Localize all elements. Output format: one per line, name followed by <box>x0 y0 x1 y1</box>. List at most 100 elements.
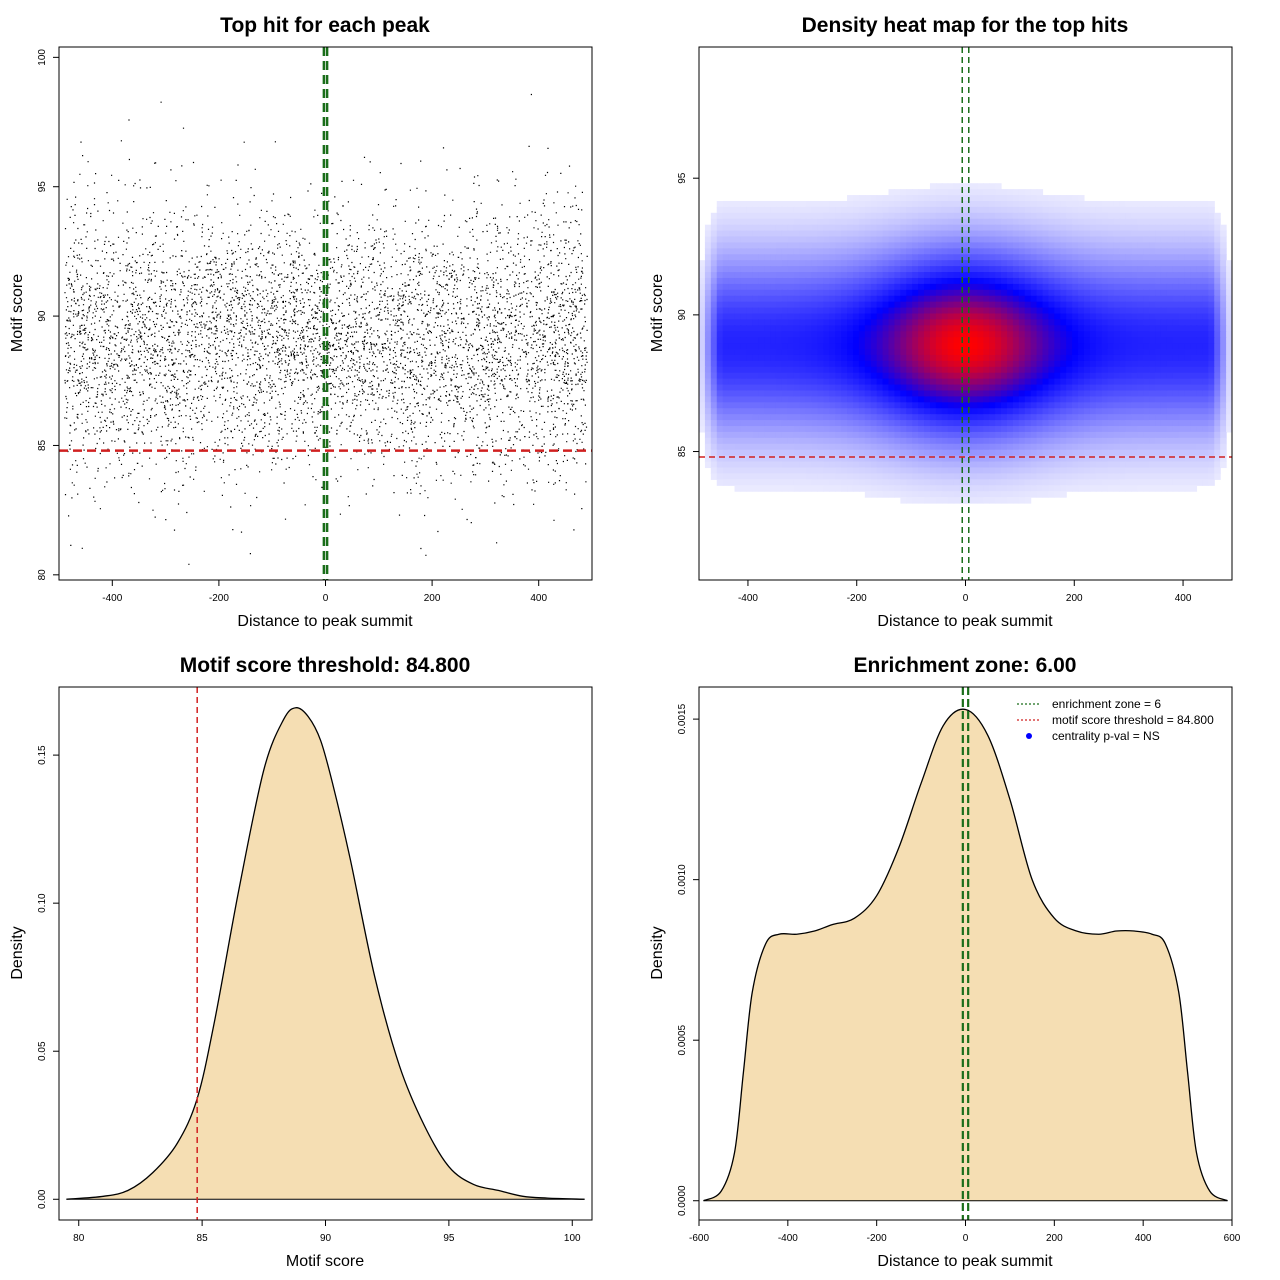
heatmap-cell <box>764 437 771 445</box>
heatmap-cell <box>1024 473 1032 480</box>
heatmap-cell <box>728 200 736 208</box>
heatmap-cell <box>811 479 819 486</box>
heatmap-cell <box>758 396 765 403</box>
heatmap-cell <box>1214 242 1221 249</box>
heatmap-cell <box>1155 206 1162 214</box>
heatmap-cell <box>906 337 913 344</box>
heatmap-cell <box>787 325 795 332</box>
heatmap-cell <box>894 189 901 196</box>
heatmap-cell <box>758 402 765 409</box>
heatmap-cell <box>924 230 931 238</box>
heatmap-cell <box>1107 461 1115 469</box>
heatmap-cell <box>1024 461 1032 469</box>
heatmap-cell <box>1196 366 1203 374</box>
heatmap-cell <box>1072 366 1079 374</box>
heatmap-cell <box>1208 360 1215 368</box>
heatmap-cell <box>971 206 978 214</box>
heatmap-cell <box>829 230 836 238</box>
heatmap-cell <box>1018 242 1026 249</box>
heatmap-cell <box>740 260 747 267</box>
heatmap-cell <box>1083 277 1091 285</box>
heatmap-cell <box>989 461 996 469</box>
heatmap-cell <box>829 266 836 273</box>
heatmap-cell <box>971 449 978 457</box>
heatmap-cell <box>710 366 718 374</box>
heatmap-cell <box>995 212 1002 220</box>
heatmap-cell <box>906 461 913 469</box>
heatmap-cell <box>764 319 771 326</box>
heatmap-cell <box>1018 307 1026 315</box>
heatmap-cell <box>924 325 931 332</box>
heatmap-cell <box>734 206 742 214</box>
heatmap-cell <box>1030 467 1038 474</box>
heatmap-cell <box>894 307 901 315</box>
heatmap-cell <box>1125 277 1132 285</box>
heatmap-cell <box>1036 408 1044 415</box>
heatmap-cell <box>1178 248 1186 255</box>
heatmap-cell <box>1095 479 1103 486</box>
heatmap-cell <box>746 384 753 392</box>
heatmap-cell <box>1208 426 1215 433</box>
heatmap-cell <box>1190 431 1198 439</box>
heatmap-cell <box>1214 384 1221 392</box>
heatmap-cell <box>764 461 771 469</box>
heatmap-cell <box>1137 218 1144 226</box>
heatmap-cell <box>947 331 955 338</box>
heatmap-cell <box>935 408 943 415</box>
heatmap-cell <box>835 449 842 457</box>
heatmap-cell <box>817 420 824 427</box>
heatmap-cell <box>882 319 890 326</box>
heatmap-cell <box>770 283 777 291</box>
heatmap-cell <box>1048 414 1055 421</box>
heatmap-cell <box>971 426 978 433</box>
heatmap-cell <box>710 212 718 220</box>
heatmap-cell <box>1172 295 1180 303</box>
heatmap-cell <box>864 354 872 362</box>
heatmap-cell <box>1030 443 1038 451</box>
heatmap-cell <box>1196 224 1203 232</box>
heatmap-cell <box>823 449 830 457</box>
heatmap-cell <box>912 455 919 463</box>
heatmap-cell <box>870 289 878 297</box>
heatmap-cell <box>870 354 878 362</box>
heatmap-cell <box>1196 455 1203 463</box>
heatmap-cell <box>858 455 866 463</box>
heatmap-cell <box>764 283 771 291</box>
heatmap-cell <box>1131 455 1138 463</box>
heatmap-cell <box>1012 378 1020 386</box>
heatmap-cell <box>941 390 949 398</box>
heatmap-cell <box>817 479 824 486</box>
heatmap-cell <box>1226 384 1232 392</box>
heatmap-cell <box>989 455 996 463</box>
heatmap-cell <box>882 455 890 463</box>
heatmap-cell <box>1137 248 1144 255</box>
heatmap-cell <box>1089 431 1097 439</box>
heatmap-cell <box>728 272 736 279</box>
heatmap-cell <box>900 266 907 273</box>
heatmap-cell <box>918 289 925 297</box>
heatmap-cell <box>1160 402 1168 409</box>
heatmap-cell <box>912 206 919 214</box>
heatmap-cell <box>1184 236 1192 244</box>
heatmap-cell <box>1119 254 1126 261</box>
heatmap-cell <box>906 331 913 338</box>
heatmap-cell <box>1018 384 1026 392</box>
heatmap-cell <box>1095 378 1103 386</box>
heatmap-cell <box>864 390 872 398</box>
heatmap-cell <box>799 260 807 267</box>
heatmap-cell <box>888 402 896 409</box>
heatmap-cell <box>716 372 724 380</box>
heatmap-cell <box>1078 414 1085 421</box>
heatmap-cell <box>1042 289 1050 297</box>
heatmap-cell <box>1072 236 1079 244</box>
heatmap-cell <box>1160 372 1168 380</box>
heatmap-cell <box>977 189 984 196</box>
heatmap-cell <box>746 230 753 238</box>
heatmap-cell <box>1143 331 1150 338</box>
heatmap-cell <box>1089 479 1097 486</box>
heatmap-cell <box>793 426 801 433</box>
heatmap-cell <box>793 230 801 238</box>
heatmap-cell <box>835 206 842 214</box>
heatmap-cell <box>977 248 984 255</box>
heatmap-cell <box>1042 467 1050 474</box>
